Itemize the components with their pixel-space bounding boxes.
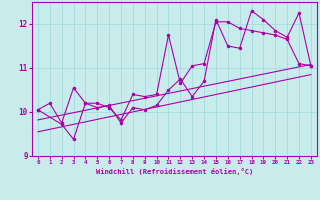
X-axis label: Windchill (Refroidissement éolien,°C): Windchill (Refroidissement éolien,°C) xyxy=(96,168,253,175)
